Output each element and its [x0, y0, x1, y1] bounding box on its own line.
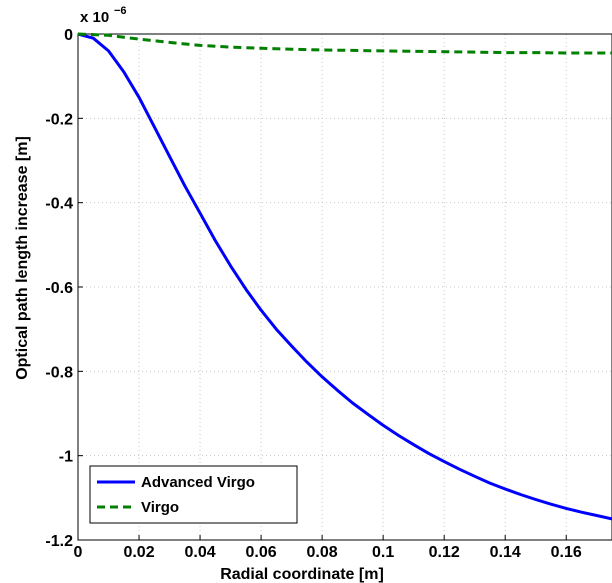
y-axis-label: Optical path length increase [m] [14, 136, 31, 380]
y-multiplier-base: x 10 [80, 9, 109, 26]
x-tick-label: 0.12 [429, 544, 460, 561]
x-tick-label: 0.14 [490, 544, 521, 561]
grid [78, 34, 612, 540]
legend-box [89, 465, 298, 524]
axis-ticks: 0 0.02 0.04 0.06 0.08 0.1 0.12 0.14 0.16 0 -0.2 -0.… [45, 27, 581, 561]
x-tick-label: 0.16 [551, 544, 582, 561]
x-tick-label: 0 [74, 544, 83, 561]
y-tick-label: -0.2 [45, 111, 73, 128]
x-tick-label: 0.08 [307, 544, 338, 561]
series-group [77, 32, 612, 521]
y-tick-label: -1.2 [45, 533, 73, 550]
series-line-advanced-virgo [77, 32, 612, 521]
x-tick-label: 0.1 [372, 544, 394, 561]
y-tick-label: -0.8 [45, 364, 73, 381]
y-tick-label: -1 [59, 449, 73, 466]
x-tick-label: 0.04 [184, 544, 215, 561]
legend: Advanced Virgo Virgo [89, 465, 298, 524]
y-multiplier-exponent: −6 [114, 5, 127, 17]
legend-label-advanced-virgo: Advanced Virgo [141, 474, 255, 491]
y-tick-label: 0 [64, 27, 73, 44]
y-tick-label: -0.6 [45, 280, 73, 297]
x-tick-label: 0.06 [246, 544, 277, 561]
y-tick-label: -0.4 [45, 196, 73, 213]
series-line-virgo [77, 32, 612, 55]
x-axis-label: Radial coordinate [m] [220, 566, 384, 583]
x-tick-label: 0.02 [123, 544, 154, 561]
y-multiplier: x 10 −6 [80, 5, 127, 26]
legend-label-virgo: Virgo [141, 499, 179, 516]
